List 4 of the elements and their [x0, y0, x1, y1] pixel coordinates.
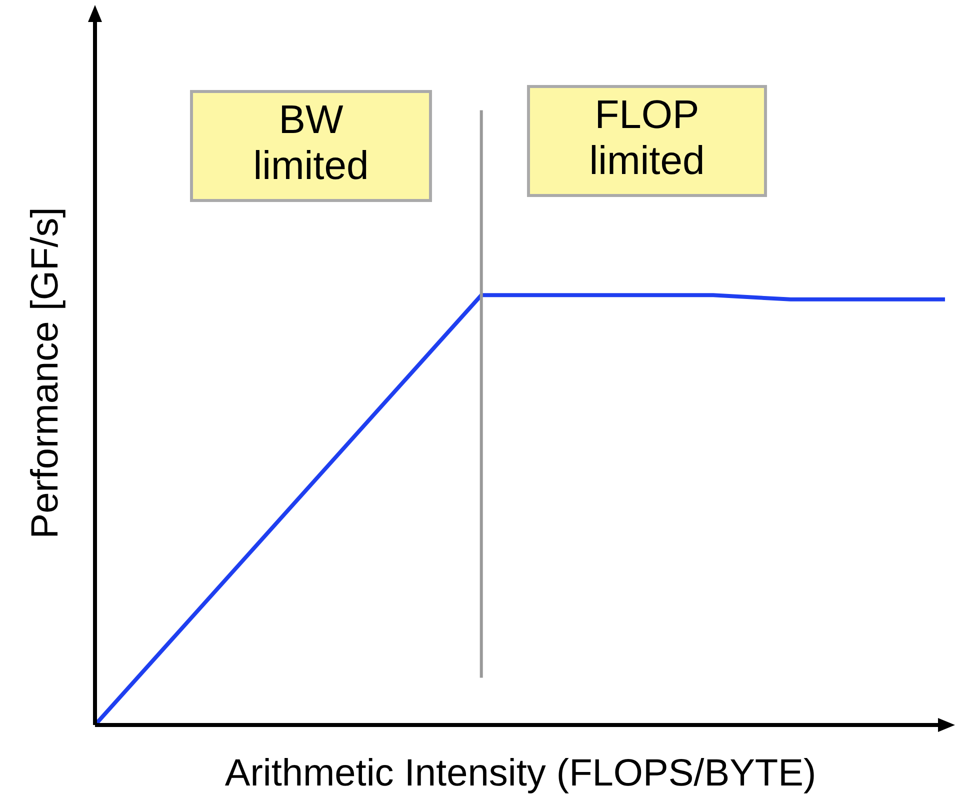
x-axis-title: Arithmetic Intensity (FLOPS/BYTE) [224, 752, 816, 794]
text: FLOP limited [527, 85, 767, 197]
y-axis-title: Performance [GF/s] [24, 207, 66, 539]
text: BW limited [190, 90, 432, 202]
